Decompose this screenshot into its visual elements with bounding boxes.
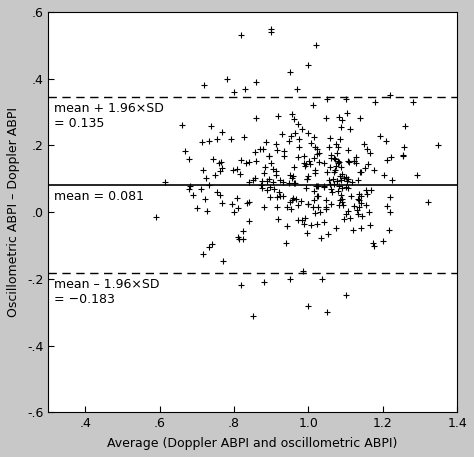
Text: mean = 0.081: mean = 0.081 bbox=[54, 190, 144, 203]
Y-axis label: Oscillometric ABPI – Doppler ABPI: Oscillometric ABPI – Doppler ABPI bbox=[7, 107, 20, 317]
Text: mean – 1.96×SD
= −0.183: mean – 1.96×SD = −0.183 bbox=[54, 278, 159, 306]
Text: mean + 1.96×SD
= 0.135: mean + 1.96×SD = 0.135 bbox=[54, 102, 164, 130]
X-axis label: Average (Doppler ABPI and oscillometric ABPI): Average (Doppler ABPI and oscillometric … bbox=[108, 437, 398, 450]
